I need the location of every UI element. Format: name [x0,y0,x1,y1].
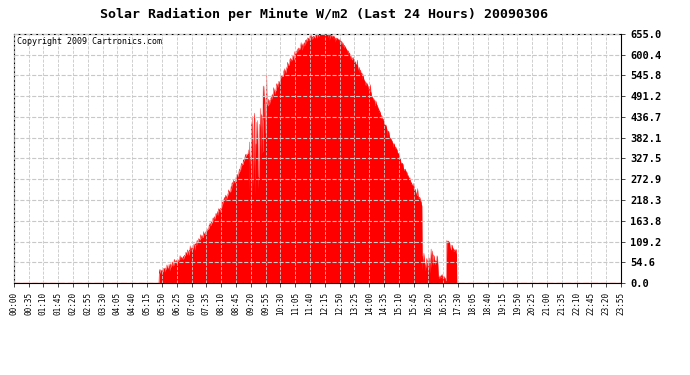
Text: Solar Radiation per Minute W/m2 (Last 24 Hours) 20090306: Solar Radiation per Minute W/m2 (Last 24… [100,8,549,21]
Text: Copyright 2009 Cartronics.com: Copyright 2009 Cartronics.com [17,38,162,46]
